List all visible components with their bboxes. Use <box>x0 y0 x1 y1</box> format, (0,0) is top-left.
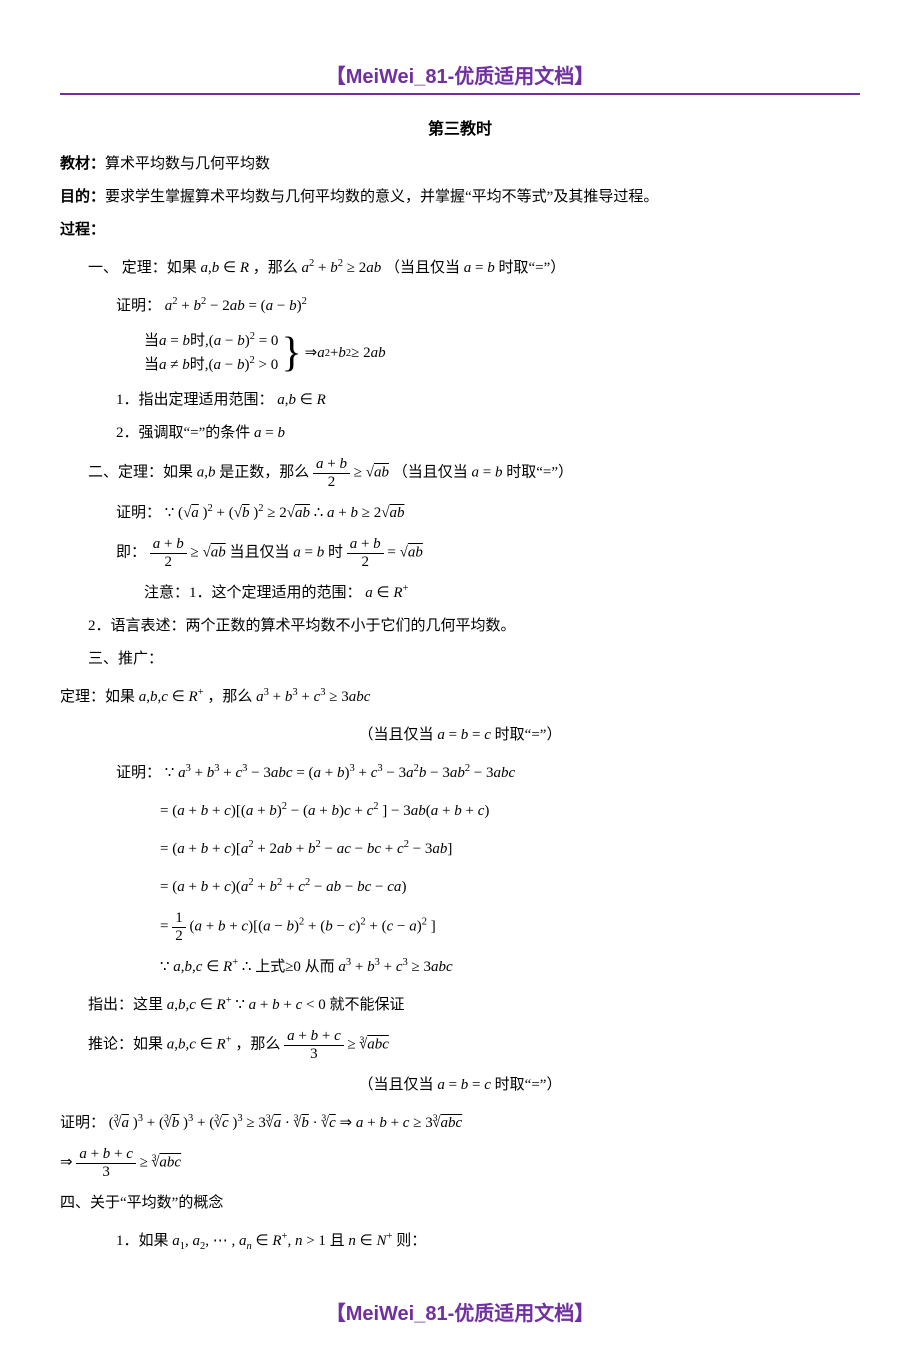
aim-label: 目的： <box>60 189 105 205</box>
lesson-title: 第三教时 <box>60 115 860 139</box>
s1-t: 一、 定理：如果 <box>88 260 197 276</box>
s2t4: 时取“=”） <box>506 464 573 480</box>
s1-t4: 时取“=”） <box>498 260 565 276</box>
sec1-proof: 证明： a2 + b2 − 2ab = (a − b)2 <box>60 291 860 321</box>
s2n1: 注意：1．这个定理适用的范围： <box>144 585 362 601</box>
s1n1: 1．指出定理适用范围： <box>116 392 274 408</box>
sec3-cor: 推论：如果 a,b,c ∈ R+ ，那么 a + b + c3 ≥ 3√abc <box>60 1028 860 1062</box>
sec3-theorem: 定理：如果 a,b,c ∈ R+ ，那么 a3 + b3 + c3 ≥ 3abc <box>60 682 860 712</box>
s3cor: 推论：如果 <box>88 1036 163 1052</box>
s3t2: ，那么 <box>207 689 252 705</box>
s3c: （当且仅当 <box>359 727 438 743</box>
s1c2c: 时, <box>190 357 209 373</box>
s2eqt2: 时 <box>328 544 347 560</box>
page: 【MeiWei_81-优质适用文档】 第三教时 教材：算术平均数与几何平均数 目… <box>0 0 920 1366</box>
sec4-title: 四、关于“平均数”的概念 <box>60 1188 860 1218</box>
s2p: 证明： <box>116 505 161 521</box>
s2ie: 即： <box>116 544 146 560</box>
s1c2a: 当 <box>144 357 159 373</box>
s2eqt: 当且仅当 <box>229 544 293 560</box>
s1c1c: 时, <box>190 333 209 349</box>
sec1-note1: 1．指出定理适用范围： a,b ∈ R <box>60 385 860 415</box>
sec3-point: 指出：这里 a,b,c ∈ R+ ∵ a + b + c < 0 就不能保证 <box>60 990 860 1020</box>
s3cp: 证明： <box>60 1115 105 1131</box>
s3pt: 指出：这里 <box>88 997 163 1013</box>
s4n1: 1．如果 <box>116 1233 169 1249</box>
sec3-cond: （当且仅当 a = b = c 时取“=”） <box>60 720 860 750</box>
material-text: 算术平均数与几何平均数 <box>105 156 270 172</box>
sec3-l1: 证明： ∵ a3 + b3 + c3 − 3abc = (a + b)3 + c… <box>60 758 860 788</box>
sec2-proof: 证明： ∵ (√a )2 + (√b )2 ≥ 2√ab ∴ a + b ≥ 2… <box>60 498 860 528</box>
header-rule <box>60 93 860 95</box>
s1n2: 2．强调取“=”的条件 <box>116 425 250 441</box>
s1c1a: 当 <box>144 333 159 349</box>
s3cc2: 时取“=”） <box>495 1077 562 1093</box>
s1-t2: ，那么 <box>253 260 298 276</box>
sec1-note2: 2．强调取“=”的条件 a = b <box>60 418 860 448</box>
s3pt2: 就不能保证 <box>329 997 404 1013</box>
s3cc: （当且仅当 <box>359 1077 438 1093</box>
sec2-ie: 即： a + b2 ≥ √ab 当且仅当 a = b 时 a + b2 = √a… <box>60 536 860 570</box>
sec3-l6: ∵ a,b,c ∈ R+ ∴ 上式≥0 从而 a3 + b3 + c3 ≥ 3a… <box>60 952 860 982</box>
page-footer: 【MeiWei_81-优质适用文档】 <box>60 1297 860 1326</box>
material-label: 教材： <box>60 156 105 172</box>
s2t2: 是正数，那么 <box>219 464 309 480</box>
s3c2: 时取“=”） <box>495 727 562 743</box>
s1-t3: （当且仅当 <box>385 260 460 276</box>
process-label: 过程： <box>60 215 860 245</box>
sec2-note2: 2．语言表述：两个正数的算术平均数不小于它们的几何平均数。 <box>60 611 860 641</box>
s4then: 则： <box>396 1233 426 1249</box>
sec1-cases: 当a = b时,(a − b)2 = 0 当a ≠ b时,(a − b)2 > … <box>60 329 860 377</box>
sec1-theorem: 一、 定理：如果 a,b ∈ R ，那么 a2 + b2 ≥ 2ab （当且仅当… <box>60 253 860 283</box>
s3cort: ，那么 <box>235 1036 280 1052</box>
s3th: 定理：如果 <box>60 689 135 705</box>
sec3-l5: = 12 (a + b + c)[(a − b)2 + (b − c)2 + (… <box>60 910 860 944</box>
s2t3: （当且仅当 <box>393 464 472 480</box>
sec3-l3: = (a + b + c)[a2 + 2ab + b2 − ac − bc + … <box>60 834 860 864</box>
aim-line: 目的：要求学生掌握算术平均数与几何平均数的意义，并掌握“平均不等式”及其推导过程… <box>60 182 860 212</box>
sec3-corproof1: 证明： (3√a )3 + (3√b )3 + (3√c )3 ≥ 33√a ·… <box>60 1108 860 1138</box>
s1-proof-label: 证明： <box>116 298 161 314</box>
sec2-note1: 注意：1．这个定理适用的范围： a ∈ R+ <box>60 578 860 608</box>
s2t: 二、定理：如果 <box>88 464 193 480</box>
aim-text: 要求学生掌握算术平均数与几何平均数的意义，并掌握“平均不等式”及其推导过程。 <box>105 189 658 205</box>
sec3-l4: = (a + b + c)(a2 + b2 + c2 − ab − bc − c… <box>60 872 860 902</box>
page-header: 【MeiWei_81-优质适用文档】 <box>60 60 860 89</box>
body: 教材：算术平均数与几何平均数 目的：要求学生掌握算术平均数与几何平均数的意义，并… <box>60 149 860 1257</box>
s3p: 证明： <box>116 765 161 781</box>
sec4-n1: 1．如果 a1, a2, ⋯ , an ∈ R+, n > 1 且 n ∈ N+… <box>60 1226 860 1257</box>
sec3-cor-cond: （当且仅当 a = b = c 时取“=”） <box>60 1070 860 1100</box>
sec3-corproof2: ⇒ a + b + c3 ≥ 3√abc <box>60 1146 860 1180</box>
sec2-theorem: 二、定理：如果 a,b 是正数，那么 a + b2 ≥ √ab （当且仅当 a … <box>60 456 860 490</box>
sec3-title: 三、推广： <box>60 644 860 674</box>
sec3-l2: = (a + b + c)[(a + b)2 − (a + b)c + c2 ]… <box>60 796 860 826</box>
material-line: 教材：算术平均数与几何平均数 <box>60 149 860 179</box>
s4and: 且 <box>330 1233 345 1249</box>
